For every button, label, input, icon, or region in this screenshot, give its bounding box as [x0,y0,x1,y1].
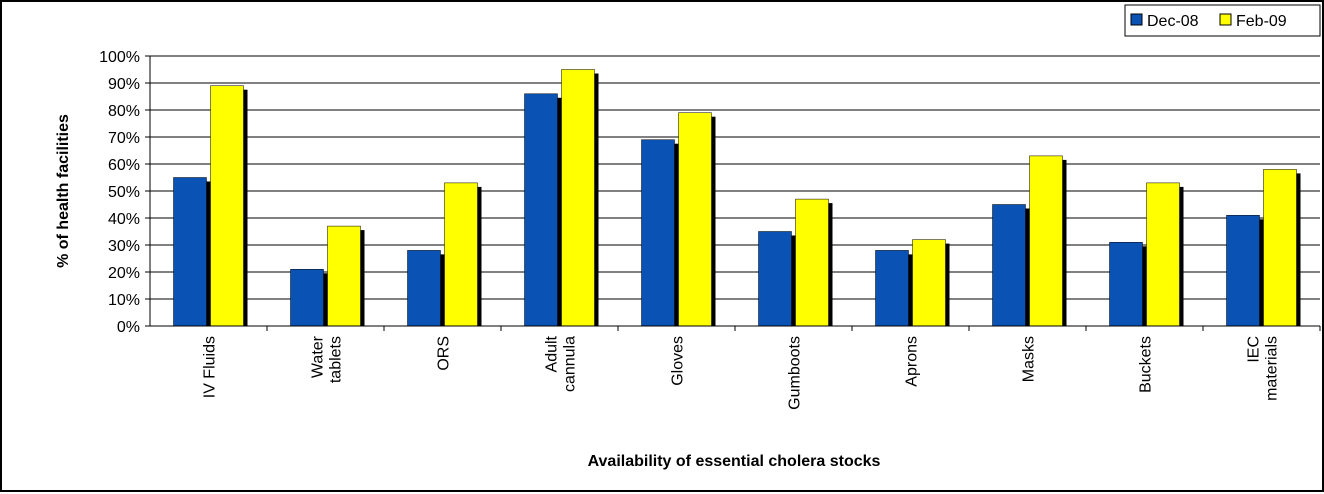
y-axis-title: % of health facilities [55,114,72,268]
bar-dec-08 [173,177,207,327]
y-tick-label: 0% [117,319,140,336]
bar-dec-08 [641,139,675,327]
y-tick-label: 10% [108,292,140,309]
legend-label: Feb-09 [1236,13,1287,30]
bar-dec-08 [407,250,441,327]
x-tick-label: Water [310,335,327,378]
y-tick-label: 30% [108,238,140,255]
x-tick-label: cannula [562,336,579,392]
bar-feb-09 [678,112,712,327]
x-tick-label: tablets [328,336,345,383]
bar-feb-09 [444,182,478,327]
y-tick-label: 100% [99,49,140,66]
y-tick-label: 80% [108,103,140,120]
bar-dec-08 [758,231,792,327]
y-tick-label: 50% [108,184,140,201]
x-axis-title: Availability of essential cholera stocks [588,453,881,470]
y-tick-label: 40% [108,211,140,228]
y-tick-label: 70% [108,130,140,147]
y-tick-label: 60% [108,157,140,174]
legend-swatch [1130,13,1143,26]
bar-feb-09 [1263,169,1297,327]
bar-dec-08 [524,93,558,327]
y-tick-label: 20% [108,265,140,282]
bar-feb-09 [795,198,829,327]
axes: 0% 10% 20% 30% 40% 50% 60% 70% 80% 90% 100% IV Flui… [99,49,1321,410]
bar-feb-09 [912,239,946,327]
x-tick-label: Gloves [670,336,687,386]
bar-feb-09 [327,225,361,327]
x-tick-label: IV Fluids [202,336,219,398]
legend: Dec-08 Feb-09 [1124,4,1321,37]
x-tick-label: Masks [1021,336,1038,382]
bar-feb-09 [1029,155,1063,327]
bar-dec-08 [875,250,909,327]
bar-dec-08 [290,269,324,327]
legend-label: Dec-08 [1147,13,1199,30]
bar-dec-08 [1226,215,1260,327]
y-tick-label: 90% [108,76,140,93]
x-tick-label: Buckets [1138,336,1155,393]
bar-dec-08 [1109,242,1143,327]
x-tick-label: ORS [436,336,453,371]
x-tick-label: IEC [1246,336,1263,363]
bar-feb-09 [210,85,244,327]
bar-feb-09 [1146,182,1180,327]
x-tick-label: materials [1264,336,1281,401]
bar-dec-08 [992,204,1026,327]
x-tick-label: Gumboots [787,336,804,410]
legend-swatch [1219,13,1232,26]
bar-feb-09 [561,69,595,327]
bars [173,69,1301,327]
x-tick-label: Adult [544,335,561,372]
x-tick-label: Aprons [904,336,921,387]
